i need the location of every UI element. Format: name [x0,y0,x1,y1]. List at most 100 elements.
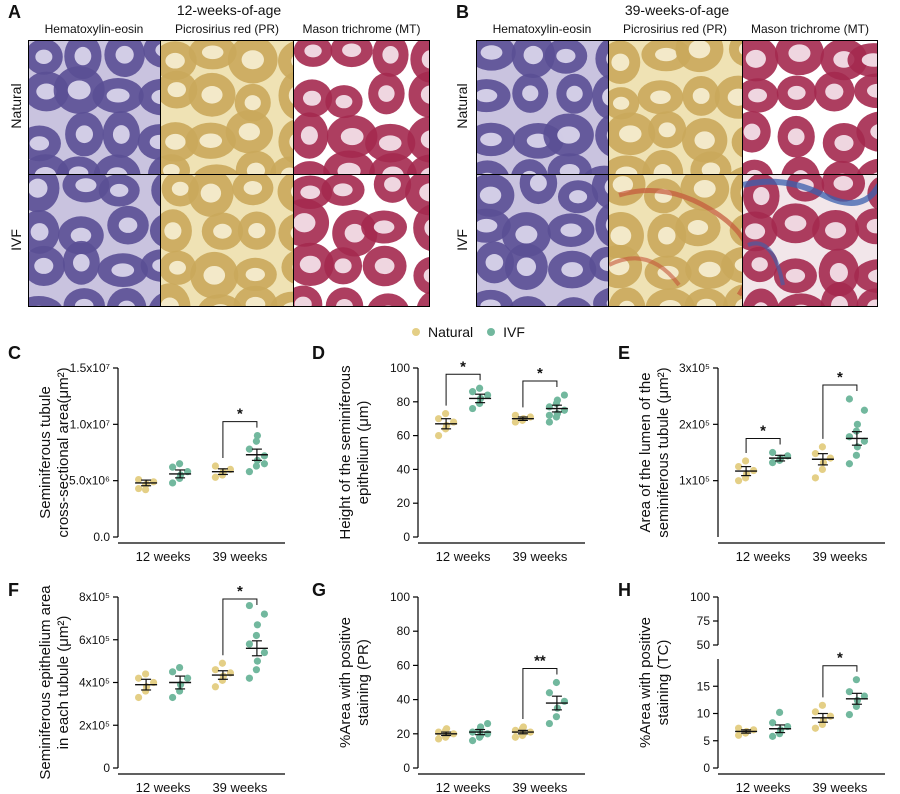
y-tick-label: 1.0x10⁷ [70,417,110,431]
data-point [860,692,869,700]
data-point [545,719,554,728]
y-tick-label: 0.0 [93,530,110,544]
data-point [553,396,562,404]
data-point [545,689,554,697]
panel-a-tile [28,174,161,307]
significance-bracket [222,598,258,656]
data-point [483,719,492,728]
data-point [768,448,777,457]
data-point [183,674,192,682]
data-point [768,732,777,740]
panel-a-label: A [8,2,21,22]
y-tick-label: 0 [403,530,410,544]
data-point [845,433,854,441]
panel-b-tile [608,174,743,307]
x-tick-label: 39 weeks [812,549,867,564]
panel-a-title: 12-weeks-of-age [176,2,282,18]
data-point [845,460,854,468]
panel-a-tile [293,174,430,307]
data-point [260,460,269,468]
panel-a-col-mt: Mason trichrome (MT) [302,22,421,36]
panel-g-label: G [312,580,327,600]
y-tick-label: 40 [397,693,411,707]
panel-a-tile [28,40,161,175]
y-axis-label: cross-sectional area(μm²) [55,367,72,537]
y-tick-label: 3x10⁵ [679,361,710,375]
y-tick-label: 0 [703,761,710,775]
data-point [252,437,261,445]
significance-bracket [445,373,481,406]
data-point [168,479,177,487]
y-tick-label: 2x10⁵ [679,417,710,431]
data-point [768,719,777,727]
y-tick-label: 100 [390,590,410,604]
chart-f: 0 2x10⁵ 4x10⁵ 6x10⁵ 8x10⁵ Seminiferous epithe… [37,583,285,794]
data-point [141,670,150,678]
data-point [468,388,477,396]
data-point [252,462,261,470]
data-point [134,475,143,484]
data-point [560,697,569,705]
data-point [818,701,827,709]
panel-b-row-ivf: IVF [454,229,470,251]
data-point [134,693,143,702]
data-point [560,406,569,414]
data-point [552,713,561,721]
panel-b-row-natural: Natural [454,83,470,129]
data-point [149,478,158,486]
data-point [511,418,520,426]
significance-bracket [822,384,858,439]
data-point [211,683,220,691]
y-axis-label: seminiferous tubule (μm²) [655,367,672,537]
data-point [211,666,220,674]
y-tick-label: 20 [397,496,411,510]
x-tick-label: 12 weeks [436,780,491,794]
legend-natural-label: Natural [428,324,474,340]
data-point [511,733,520,741]
y-tick-label: 100 [390,361,410,375]
y-tick-label: 100 [690,590,710,604]
data-point [175,663,184,672]
panel-a-row-ivf: IVF [8,229,24,251]
chart-g: 0 20 40 60 80 100 %Area with positive staining … [337,590,585,794]
data-point [468,404,477,413]
x-tick-label: 39 weeks [212,780,267,794]
significance-label: * [237,406,243,423]
data-point [845,688,854,696]
histology-image [609,175,742,306]
data-point [845,710,854,719]
y-tick-label: 80 [397,395,411,409]
histology-image [294,41,429,174]
data-point [483,391,492,399]
significance-bracket [522,380,558,408]
y-axis-label: staining (TC) [655,640,672,726]
panel-a-tile [293,40,430,175]
panel-a-tile [160,174,294,307]
y-axis-label: epithelium (μm) [355,401,372,505]
data-point [252,666,261,674]
chart-h: 0 5 10 15 50 75 100 %Area with positive staining… [637,590,885,794]
x-tick-label: 39 weeks [512,549,567,564]
data-point [860,437,869,445]
significance-bracket [822,665,858,698]
data-point [211,473,220,481]
data-point [734,724,743,732]
x-tick-label: 12 weeks [136,549,191,564]
data-point [818,443,827,451]
y-tick-label: 1x10⁵ [679,474,710,488]
data-point [449,418,458,426]
data-point [253,621,262,629]
data-point [768,459,777,467]
data-point [434,432,443,440]
y-axis-label: %Area with positive [337,617,354,748]
panel-f-label: F [8,580,19,600]
panel-b-col-he: Hematoxylin-eosin [492,22,592,36]
legend: Natural IVF [412,324,525,340]
y-tick-label: 4x10⁵ [79,676,110,690]
y-axis-label: Height of the seminiferous [337,365,354,539]
y-tick-label: 1.5x10⁷ [70,361,110,375]
data-point [826,454,835,462]
significance-bracket [222,421,258,459]
significance-label: * [537,365,543,382]
panel-b-tile [476,174,609,307]
